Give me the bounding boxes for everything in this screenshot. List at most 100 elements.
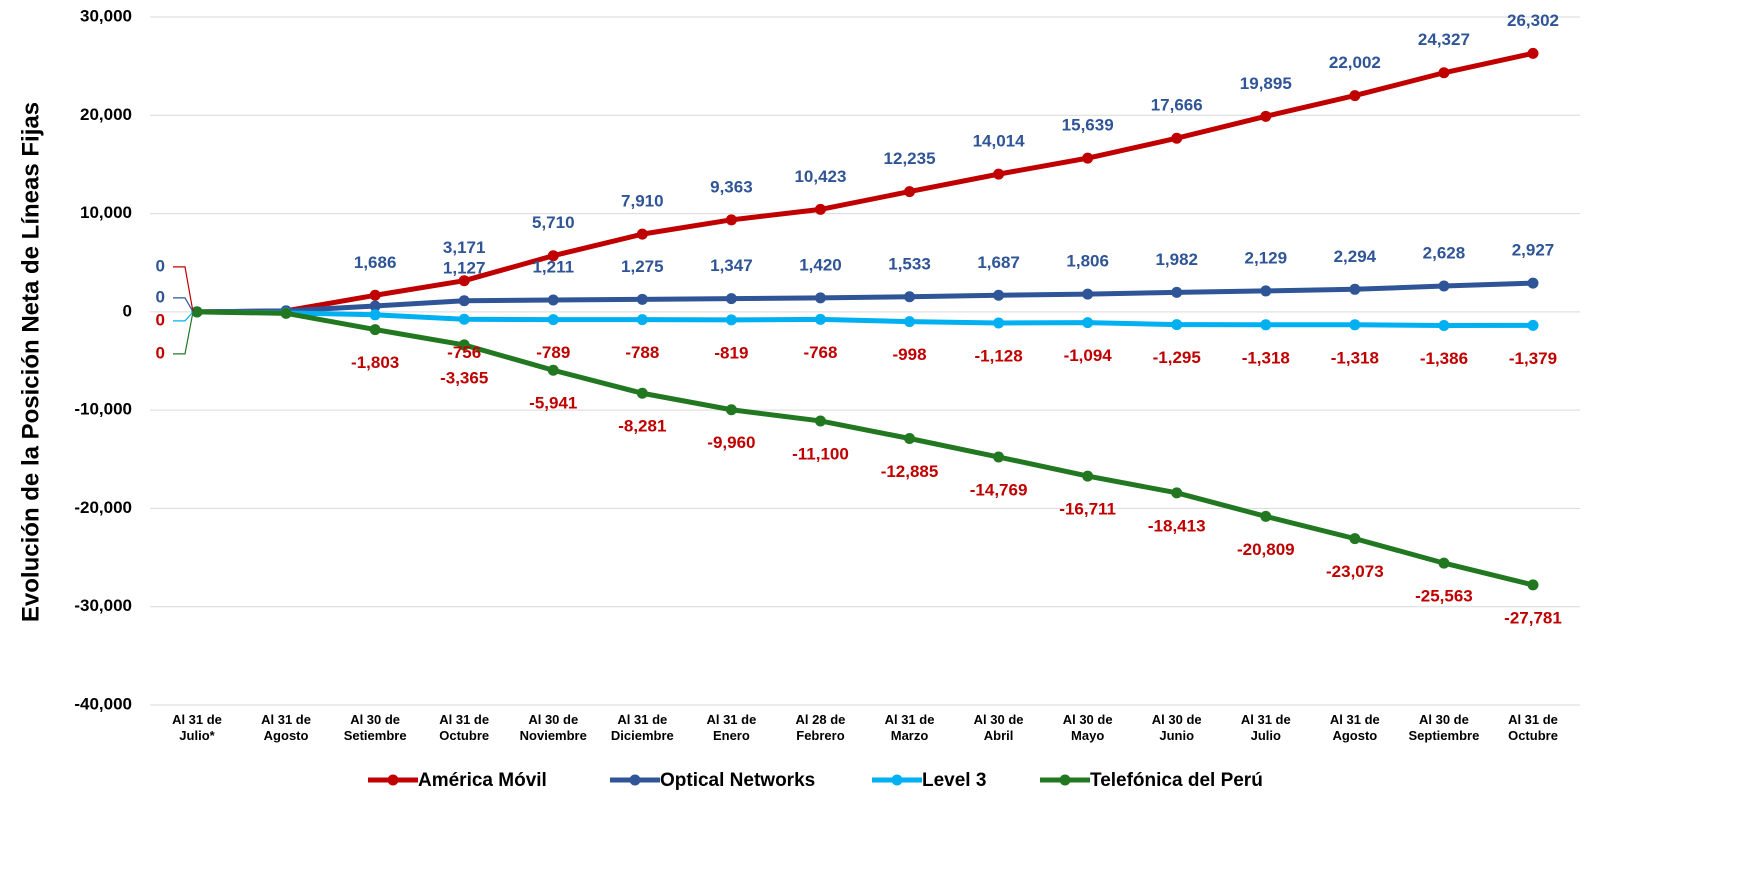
leader-line — [173, 311, 194, 322]
data-label: 1,127 — [443, 258, 486, 277]
legend-label: Telefónica del Perú — [1090, 770, 1263, 791]
data-point — [1349, 319, 1361, 331]
data-point — [1082, 288, 1094, 300]
data-label: 1,686 — [354, 253, 397, 272]
data-point — [725, 314, 737, 326]
data-point — [904, 186, 916, 198]
data-point — [1171, 286, 1183, 298]
data-label: 0 — [156, 343, 165, 362]
data-label: -819 — [714, 343, 748, 362]
y-tick-label: 0 — [123, 301, 132, 320]
data-label: -3,365 — [440, 368, 488, 387]
data-point — [904, 316, 916, 328]
data-label: -9,960 — [707, 433, 755, 452]
data-label: -8,281 — [618, 417, 666, 436]
data-point — [369, 309, 381, 321]
data-label: -789 — [536, 343, 570, 362]
data-point — [993, 317, 1005, 329]
legend-marker — [891, 774, 903, 786]
data-label: -1,386 — [1420, 349, 1468, 368]
data-point — [636, 314, 648, 326]
data-label: -1,128 — [974, 346, 1022, 365]
data-label: -27,781 — [1504, 608, 1562, 627]
data-point — [1260, 510, 1272, 522]
data-label: 1,347 — [710, 256, 753, 275]
x-tick-label: Al 28 de Febrero — [795, 712, 846, 743]
data-point — [547, 314, 559, 326]
legend-marker — [1059, 774, 1071, 786]
data-point — [1349, 283, 1361, 295]
data-point — [814, 415, 826, 427]
data-label: -11,100 — [792, 444, 849, 463]
data-label: -25,563 — [1415, 587, 1473, 606]
data-label: 7,910 — [621, 192, 664, 211]
legend-marker — [629, 774, 641, 786]
data-label: 2,294 — [1334, 247, 1377, 266]
data-label: -1,094 — [1064, 346, 1113, 365]
y-tick-label: 10,000 — [80, 203, 132, 222]
data-label: -1,295 — [1153, 348, 1201, 367]
data-label: 26,302 — [1507, 11, 1559, 30]
y-tick-label: 20,000 — [80, 105, 132, 124]
data-label: -20,809 — [1237, 540, 1295, 559]
data-point — [547, 364, 559, 376]
data-point — [369, 300, 381, 312]
data-point — [547, 294, 559, 306]
data-point — [1260, 285, 1272, 297]
data-point — [1260, 319, 1272, 331]
data-label: 1,533 — [888, 254, 931, 273]
data-label: 1,275 — [621, 257, 664, 276]
data-label: 14,014 — [973, 132, 1026, 151]
data-label: 22,002 — [1329, 53, 1381, 72]
data-point — [1349, 90, 1361, 102]
y-tick-label: -10,000 — [74, 400, 132, 419]
legend-marker — [387, 774, 399, 786]
y-tick-label: -20,000 — [74, 498, 132, 517]
data-point — [458, 275, 470, 287]
data-label: -5,941 — [529, 394, 577, 413]
data-label: 19,895 — [1240, 74, 1292, 93]
x-tick-label: Al 30 de Noviembre — [519, 712, 587, 743]
data-label: -14,769 — [970, 480, 1028, 499]
data-point — [191, 306, 203, 318]
data-label: -1,318 — [1242, 348, 1290, 367]
data-label: 0 — [156, 287, 165, 306]
legend-label: Level 3 — [922, 770, 986, 791]
data-label: -998 — [893, 345, 927, 364]
data-label: -12,885 — [881, 462, 939, 481]
data-label: 15,639 — [1062, 116, 1114, 135]
data-point — [725, 293, 737, 305]
data-label: 2,628 — [1423, 244, 1466, 263]
data-label: -756 — [447, 343, 481, 362]
x-tick-label: Al 31 de Octubre — [439, 712, 490, 743]
data-point — [1527, 319, 1539, 331]
x-tick-label: Al 31 de Agosto — [1329, 712, 1380, 743]
data-point — [1171, 132, 1183, 144]
data-point — [993, 168, 1005, 180]
data-label: -16,711 — [1059, 500, 1116, 519]
y-tick-label: -40,000 — [74, 694, 132, 713]
x-tick-label: Al 30 de Abril — [973, 712, 1024, 743]
data-label: 5,710 — [532, 213, 575, 232]
data-point — [1438, 280, 1450, 292]
data-point — [1349, 533, 1361, 545]
data-point — [1438, 557, 1450, 569]
data-point — [636, 228, 648, 240]
data-point — [458, 313, 470, 325]
legend-label: América Móvil — [418, 770, 547, 791]
data-label: 12,235 — [884, 149, 936, 168]
leader-line — [173, 266, 194, 312]
data-label: 1,982 — [1155, 250, 1198, 269]
data-label: -1,318 — [1331, 348, 1379, 367]
series-line — [196, 309, 1534, 588]
x-tick-label: Al 31 de Julio — [1240, 712, 1291, 743]
data-point — [369, 324, 381, 336]
data-label: 1,806 — [1066, 252, 1109, 271]
x-tick-label: Al 31 de Octubre — [1508, 712, 1558, 743]
data-point — [1527, 277, 1539, 289]
data-point — [725, 214, 737, 226]
data-point — [547, 250, 559, 262]
data-point — [1438, 319, 1450, 331]
